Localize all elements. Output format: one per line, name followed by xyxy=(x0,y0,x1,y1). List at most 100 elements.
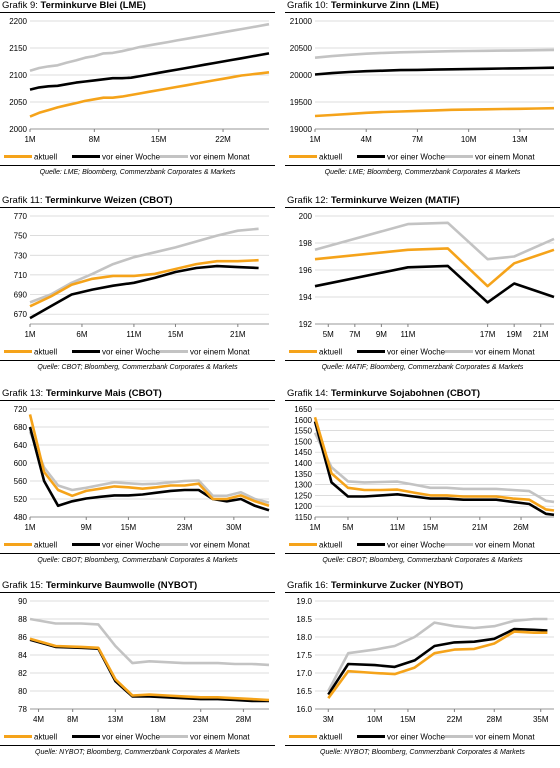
line-chart: 670 690 710 730 750 770 1M 6M 11M 15M 21M xyxy=(14,212,269,339)
legend-label: aktuell xyxy=(319,152,343,162)
y-tick-label: 18.5 xyxy=(296,615,312,624)
x-tick-label: 5M xyxy=(323,330,334,339)
y-tick-label: 1600 xyxy=(294,416,312,425)
y-tick-label: 21000 xyxy=(290,17,313,26)
chart-frame: 16.0 16.5 17.0 17.5 18.0 18.5 19.0 3M 10M 15M 22M 2… xyxy=(285,592,560,746)
chart-source: Quelle: LME; Bloomberg, Commerzbank Corp… xyxy=(324,169,521,176)
y-tick-label: 1650 xyxy=(294,405,312,414)
chart-source: Quelle: CBOT; Bloomberg, Commerzbank Cor… xyxy=(322,557,523,564)
legend-label: vor einem Monat xyxy=(190,347,250,357)
legend-swatch xyxy=(160,350,188,354)
chart-title-text: Terminkurve Mais (CBOT) xyxy=(43,388,162,399)
series-line-monat xyxy=(29,22,270,72)
legend-item-monat: vor einem Monat xyxy=(160,347,250,356)
y-tick-label: 710 xyxy=(14,271,28,280)
legend-item-woche: vor einer Woche xyxy=(357,732,445,741)
chart-title-text: Terminkurve Zinn (LME) xyxy=(328,0,439,11)
y-tick-label: 2100 xyxy=(9,71,27,80)
x-tick-label: 10M xyxy=(461,135,477,144)
chart-number: Grafik 12: xyxy=(287,195,329,206)
legend-label: vor einer Woche xyxy=(102,347,161,357)
series-line-aktuell xyxy=(29,637,270,702)
line-chart: 19000 19500 20000 20500 21000 1M 4M 7M 10M 13M xyxy=(290,17,555,144)
chart-panel-13: Grafik 13: Terminkurve Mais (CBOT) 480 520… xyxy=(0,388,275,576)
x-tick-label: 1M xyxy=(309,135,320,144)
y-tick-label: 20500 xyxy=(290,44,313,53)
chart-frame: 480 520 560 600 640 680 720 1M 9M 15M 23M 30M aktuel… xyxy=(0,400,275,554)
legend-item-aktuell: aktuell xyxy=(289,732,342,741)
chart-legend: aktuell vor einer Woche vor einem Monat xyxy=(0,152,275,166)
legend-swatch xyxy=(289,350,317,354)
x-tick-label: 7M xyxy=(412,135,423,144)
chart-panel-12: Grafik 12: Terminkurve Weizen (MATIF) 192… xyxy=(285,195,560,383)
y-tick-label: 84 xyxy=(18,651,27,660)
y-tick-label: 1200 xyxy=(294,502,312,511)
y-tick-label: 200 xyxy=(299,212,313,221)
legend-label: vor einem Monat xyxy=(190,152,250,162)
x-tick-label: 11M xyxy=(390,523,405,532)
series-line-woche xyxy=(313,421,555,517)
legend-swatch xyxy=(445,350,473,354)
y-tick-label: 19500 xyxy=(290,98,313,107)
chart-legend: aktuell vor einer Woche vor einem Monat xyxy=(285,732,560,746)
chart-title-text: Terminkurve Baumwolle (NYBOT) xyxy=(43,580,198,591)
series-line-aktuell xyxy=(29,71,270,118)
legend-label: aktuell xyxy=(34,152,58,162)
chart-number: Grafik 16: xyxy=(287,580,329,591)
y-tick-label: 2000 xyxy=(9,125,27,134)
y-tick-label: 17.5 xyxy=(296,651,312,660)
x-tick-label: 6M xyxy=(76,330,87,339)
legend-label: aktuell xyxy=(34,540,58,550)
chart-frame: 670 690 710 730 750 770 1M 6M 11M 15M 21M aktuell vo… xyxy=(0,207,275,361)
x-tick-label: 22M xyxy=(215,135,231,144)
y-tick-label: 1150 xyxy=(295,513,313,522)
chart-frame: 78 80 82 84 86 88 90 4M 8M 13M 18M 23M 28M aktuell vor… xyxy=(0,592,275,746)
y-tick-label: 1550 xyxy=(294,427,312,436)
line-chart: 192 194 196 198 200 5M 7M 9M 11M 17M 19M 21M xyxy=(299,212,555,339)
legend-item-aktuell: aktuell xyxy=(289,347,342,356)
chart-title-text: Terminkurve Sojabohnen (CBOT) xyxy=(328,388,481,399)
x-tick-label: 15M xyxy=(400,715,416,724)
y-tick-label: 560 xyxy=(14,477,28,486)
legend-swatch xyxy=(72,735,100,739)
legend-swatch xyxy=(72,155,100,159)
legend-label: vor einem Monat xyxy=(190,540,250,550)
legend-swatch xyxy=(4,155,32,159)
series-line-monat xyxy=(314,221,555,261)
legend-swatch xyxy=(357,543,385,547)
series-line-aktuell xyxy=(314,247,555,288)
legend-item-woche: vor einer Woche xyxy=(72,540,160,549)
chart-number: Grafik 10: xyxy=(287,0,329,11)
legend-label: vor einer Woche xyxy=(102,732,161,742)
legend-item-monat: vor einem Monat xyxy=(160,152,250,161)
y-tick-label: 2200 xyxy=(9,17,27,26)
line-chart: 16.0 16.5 17.0 17.5 18.0 18.5 19.0 3M 10M 15M 22M 2… xyxy=(296,597,554,724)
series-line-monat xyxy=(28,431,270,504)
y-tick-label: 1400 xyxy=(294,459,312,468)
legend-item-woche: vor einer Woche xyxy=(357,347,445,356)
series-line-monat xyxy=(327,617,548,692)
line-chart: 480 520 560 600 640 680 720 1M 9M 15M 23M 30M xyxy=(14,405,270,532)
chart-title: Grafik 14: Terminkurve Sojabohnen (CBOT) xyxy=(287,388,480,399)
series-line-aktuell xyxy=(28,414,270,508)
y-tick-label: 1250 xyxy=(294,491,312,500)
legend-item-aktuell: aktuell xyxy=(4,347,57,356)
legend-swatch xyxy=(289,735,317,739)
legend-label: aktuell xyxy=(319,540,343,550)
y-tick-label: 690 xyxy=(14,291,28,300)
chart-number: Grafik 9: xyxy=(2,0,38,11)
x-tick-label: 13M xyxy=(108,715,124,724)
legend-item-woche: vor einer Woche xyxy=(357,540,445,549)
x-tick-label: 1M xyxy=(24,523,35,532)
legend-swatch xyxy=(289,543,317,547)
legend-label: vor einer Woche xyxy=(387,347,446,357)
chart-panel-16: Grafik 16: Terminkurve Zucker (NYBOT) 16.… xyxy=(285,580,560,768)
legend-item-aktuell: aktuell xyxy=(4,732,57,741)
chart-frame: 2000 2050 2100 2150 2200 1M 8M 15M 22M aktuell vor… xyxy=(0,12,275,166)
x-tick-label: 21M xyxy=(230,330,246,339)
x-tick-label: 17M xyxy=(480,330,496,339)
x-tick-label: 15M xyxy=(121,523,137,532)
legend-label: aktuell xyxy=(34,347,58,357)
y-tick-label: 194 xyxy=(299,293,313,302)
legend-item-monat: vor einem Monat xyxy=(160,732,250,741)
